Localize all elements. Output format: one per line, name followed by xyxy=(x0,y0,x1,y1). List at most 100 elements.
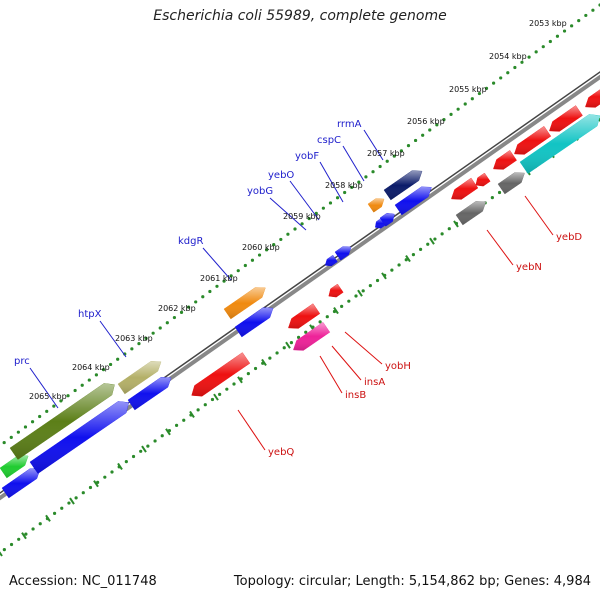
track-dot xyxy=(250,258,255,262)
track-dot xyxy=(31,527,35,531)
track-dot xyxy=(158,326,162,330)
track-dot xyxy=(80,383,84,387)
track-dot xyxy=(24,532,28,536)
track-dot xyxy=(253,366,258,371)
track-dot xyxy=(179,310,184,314)
track-dot xyxy=(357,180,361,184)
gene-label-cspC: cspC xyxy=(317,135,341,146)
track-dot xyxy=(2,440,6,445)
track-dot xyxy=(187,305,191,309)
track-dot xyxy=(350,185,354,189)
gene-fwd-12 xyxy=(379,212,395,227)
track-tick xyxy=(141,445,147,453)
gene-fwd-4 xyxy=(9,383,115,460)
gene-fwd-7 xyxy=(234,307,274,338)
gene-fwd-3 xyxy=(29,401,130,474)
track-dot xyxy=(354,294,358,298)
track-dot xyxy=(194,300,198,304)
gene-rev-13 xyxy=(585,89,600,108)
gene-rev-8 xyxy=(497,172,525,195)
gene-rev-6 xyxy=(451,177,479,200)
track-dot xyxy=(246,372,250,376)
track-dot xyxy=(236,269,240,273)
track-tick xyxy=(189,410,195,418)
track-dot xyxy=(210,397,215,402)
gene-rev-13-shade xyxy=(585,89,600,108)
gene-rev-2-shade xyxy=(293,322,330,351)
gene-rev-3-shade xyxy=(288,303,320,329)
gene-fwd-15-shade xyxy=(384,170,422,200)
track-dot xyxy=(131,454,136,459)
track-dot xyxy=(257,253,262,257)
track-dot xyxy=(421,133,425,137)
gene-label-yebO: yebO xyxy=(268,170,294,181)
track-tick xyxy=(213,393,219,401)
track-dot xyxy=(87,378,91,382)
leader-yebO xyxy=(289,180,320,221)
track-dot xyxy=(399,149,403,153)
track-dot xyxy=(477,91,482,96)
gene-fwd-8-shade xyxy=(224,287,266,319)
track-dot xyxy=(577,19,581,23)
track-dot xyxy=(527,55,531,59)
gene-fwd-13 xyxy=(367,198,385,213)
leader-kdgR xyxy=(202,247,232,281)
track-dot xyxy=(160,434,164,438)
gene-rev-5-shade xyxy=(456,201,486,225)
gene-rev-12 xyxy=(549,105,583,132)
track-dot xyxy=(96,480,100,484)
track-tick xyxy=(45,514,51,522)
gene-label-yebD: yebD xyxy=(556,232,582,243)
gene-label-yebN: yebN xyxy=(516,262,542,273)
track-dot xyxy=(335,196,340,200)
gene-rev-9-shade xyxy=(520,114,600,174)
leader-htpX xyxy=(99,320,127,358)
label-leader-lines xyxy=(29,129,554,451)
track-dot xyxy=(406,144,411,148)
track-dot xyxy=(16,430,20,434)
accession-text: Accession: NC_011748 xyxy=(9,574,157,589)
gene-label-htpX: htpX xyxy=(78,309,102,320)
track-dot xyxy=(385,159,389,163)
gene-fwd-3-shade xyxy=(30,401,129,474)
track-dot xyxy=(304,330,308,334)
track-dot xyxy=(520,60,524,64)
track-tick xyxy=(21,532,27,540)
gene-label-rrmA: rrmA xyxy=(337,119,362,130)
gene-rev-3 xyxy=(288,303,321,329)
gene-label-yobH: yobH xyxy=(385,361,411,372)
track-tick xyxy=(333,306,339,315)
gene-fwd-13-shade xyxy=(368,198,384,213)
track-dot xyxy=(293,227,297,231)
track-dot xyxy=(375,278,380,283)
track-dot xyxy=(108,362,113,367)
gene-rev-9 xyxy=(519,114,600,174)
gene-label-prc: prc xyxy=(14,356,30,367)
gene-fwd-12-shade xyxy=(380,213,395,227)
track-dot xyxy=(392,154,396,158)
gene-rev-4-shade xyxy=(328,284,344,298)
genome-backbone xyxy=(0,71,600,501)
track-dot xyxy=(470,97,474,101)
track-dot xyxy=(279,237,283,242)
track-dot xyxy=(318,320,322,324)
track-dot xyxy=(286,232,290,236)
track-dot xyxy=(94,373,98,377)
track-dot xyxy=(378,164,382,169)
track-dot xyxy=(208,289,212,294)
track-dot xyxy=(484,86,489,90)
track-dot xyxy=(413,138,418,143)
track-dot xyxy=(325,315,329,319)
track-dot xyxy=(440,232,444,236)
leader-yebN xyxy=(486,229,514,266)
gene-fwd-9 xyxy=(324,254,338,267)
gene-fwd-1 xyxy=(1,468,41,499)
track-dot xyxy=(268,356,272,360)
track-dot xyxy=(151,331,155,335)
track-dot xyxy=(371,170,375,174)
track-dot xyxy=(38,522,42,526)
track-dot xyxy=(215,284,219,288)
labels: 2053 kbp 2054 kbp 2055 kbp 2056 kbp 2057 kbp… xyxy=(14,19,582,458)
track-dot xyxy=(328,201,333,205)
track-dot xyxy=(289,340,294,345)
